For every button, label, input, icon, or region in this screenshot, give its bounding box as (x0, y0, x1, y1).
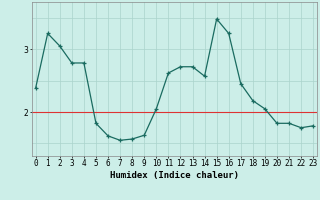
X-axis label: Humidex (Indice chaleur): Humidex (Indice chaleur) (110, 171, 239, 180)
